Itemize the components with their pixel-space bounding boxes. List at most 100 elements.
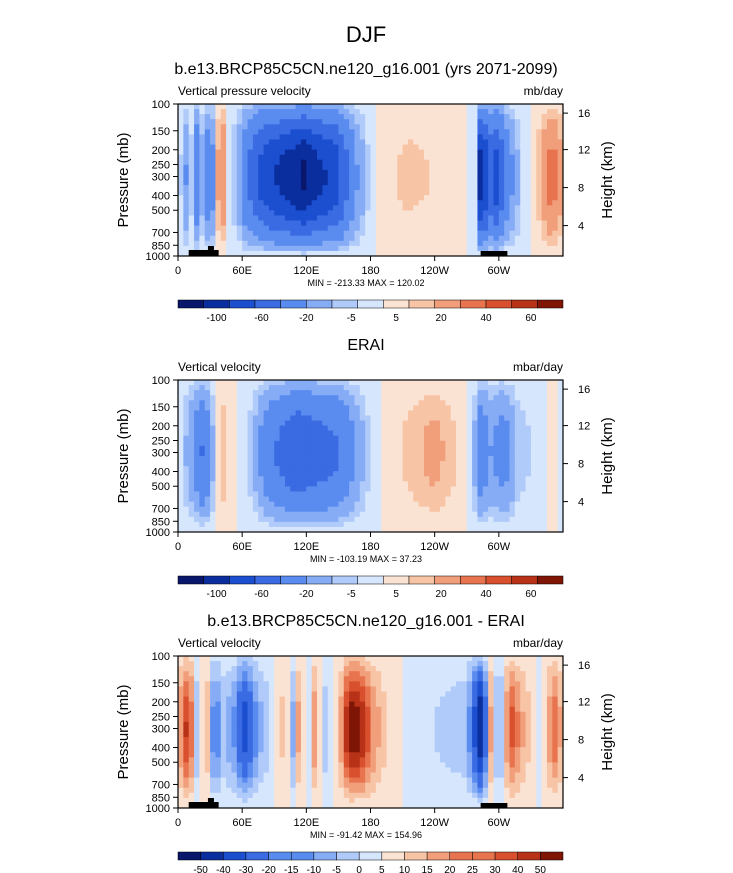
heatmap-cell <box>386 526 393 533</box>
heatmap-cell <box>199 240 206 247</box>
heatmap-cell <box>461 109 468 115</box>
heatmap-cell <box>199 476 206 482</box>
heatmap-cell <box>536 506 543 513</box>
heatmap-cell <box>493 506 500 513</box>
heatmap-cell <box>514 461 521 467</box>
heatmap-cell <box>242 456 248 462</box>
heatmap-cell <box>493 445 500 452</box>
heatmap-cell <box>520 235 526 242</box>
heatmap-cell <box>226 235 232 242</box>
heatmap-cell <box>322 119 329 125</box>
heatmap-cell <box>445 496 452 502</box>
heatmap-cell <box>204 400 211 406</box>
heatmap-cell <box>445 395 452 401</box>
heatmap-cell <box>343 134 350 140</box>
heatmap-cell <box>391 385 398 391</box>
heatmap-cell <box>504 450 510 457</box>
heatmap-cell <box>472 395 478 401</box>
heatmap-cell <box>488 124 494 130</box>
heatmap-cell <box>317 230 323 237</box>
heatmap-cell <box>194 511 200 518</box>
heatmap-cell <box>445 174 452 181</box>
heatmap-cell <box>188 681 195 687</box>
heatmap-cell <box>215 486 222 492</box>
heatmap-cell <box>391 496 398 502</box>
heatmap-cell <box>557 661 564 667</box>
heatmap-cell <box>434 486 441 492</box>
heatmap-cell <box>199 415 206 421</box>
heatmap-cell <box>226 114 232 120</box>
heatmap-cell <box>349 681 355 687</box>
heatmap-cell <box>375 139 382 145</box>
heatmap-cell <box>300 119 307 125</box>
heatmap-cell <box>477 245 484 252</box>
heatmap-cell <box>183 405 190 411</box>
heatmap-cell <box>295 481 302 487</box>
heatmap-cell <box>359 134 366 140</box>
heatmap-cell <box>397 501 403 508</box>
heatmap-cell <box>274 154 280 161</box>
heatmap-cell <box>263 124 270 130</box>
colorbar-label: -5 <box>347 589 356 600</box>
heatmap-cell <box>178 435 184 442</box>
heatmap-cell <box>472 476 478 482</box>
heatmap-cell <box>423 456 430 462</box>
heatmap-cell <box>429 245 436 252</box>
heatmap-cell <box>466 104 473 110</box>
heatmap-cell <box>504 164 510 171</box>
heatmap-cell <box>445 430 452 437</box>
heatmap-cell <box>236 159 243 166</box>
heatmap-cell <box>354 385 361 391</box>
heatmap-cell <box>530 526 537 533</box>
heatmap-cell <box>514 496 521 502</box>
heatmap-cell <box>557 395 564 401</box>
heatmap-cell <box>349 390 355 396</box>
heatmap-cell <box>290 511 297 518</box>
heatmap-cell <box>236 174 243 181</box>
heatmap-cell <box>284 195 291 201</box>
heatmap-cell <box>188 144 195 150</box>
heatmap-cell <box>188 180 195 186</box>
heatmap-cell <box>504 215 510 221</box>
heatmap-cell <box>236 235 243 242</box>
heatmap-cell <box>194 691 200 697</box>
heatmap-cell <box>231 471 238 477</box>
heatmap-cell <box>375 461 382 467</box>
heatmap-cell <box>520 420 526 426</box>
heatmap-cell <box>338 109 345 115</box>
heatmap-cell <box>429 225 436 232</box>
heatmap-cell <box>279 129 286 135</box>
heatmap-cell <box>557 466 564 472</box>
heatmap-cell <box>359 154 366 161</box>
heatmap-cell <box>343 169 350 176</box>
heatmap-cell <box>306 511 313 518</box>
heatmap-cell <box>333 385 339 391</box>
heatmap-cell <box>514 380 521 386</box>
colorbar-box <box>434 575 461 585</box>
heatmap-cell <box>413 666 420 672</box>
heatmap-cell <box>418 225 425 232</box>
heatmap-cell <box>327 445 334 452</box>
heatmap-cell <box>178 154 184 161</box>
heatmap-cell <box>279 405 286 411</box>
heatmap-cell <box>295 164 302 171</box>
heatmap-cell <box>204 149 211 156</box>
heatmap-cell <box>488 526 494 533</box>
heatmap-cell <box>536 430 543 437</box>
heatmap-cell <box>327 486 334 492</box>
heatmap-cell <box>482 235 489 242</box>
heatmap-cell <box>450 400 457 406</box>
heatmap-cell <box>300 215 307 221</box>
heatmap-cell <box>370 425 377 432</box>
heatmap-cell <box>429 174 436 181</box>
heatmap-cell <box>418 134 425 140</box>
heatmap-cell <box>194 471 200 477</box>
heatmap-cell <box>498 471 505 477</box>
heatmap-cell <box>370 506 377 513</box>
heatmap-cell <box>236 215 243 221</box>
heatmap-cell <box>194 400 200 406</box>
heatmap-cell <box>530 511 537 518</box>
heatmap-cell <box>530 400 537 406</box>
heatmap-cell <box>477 159 484 166</box>
heatmap-cell <box>423 461 430 467</box>
